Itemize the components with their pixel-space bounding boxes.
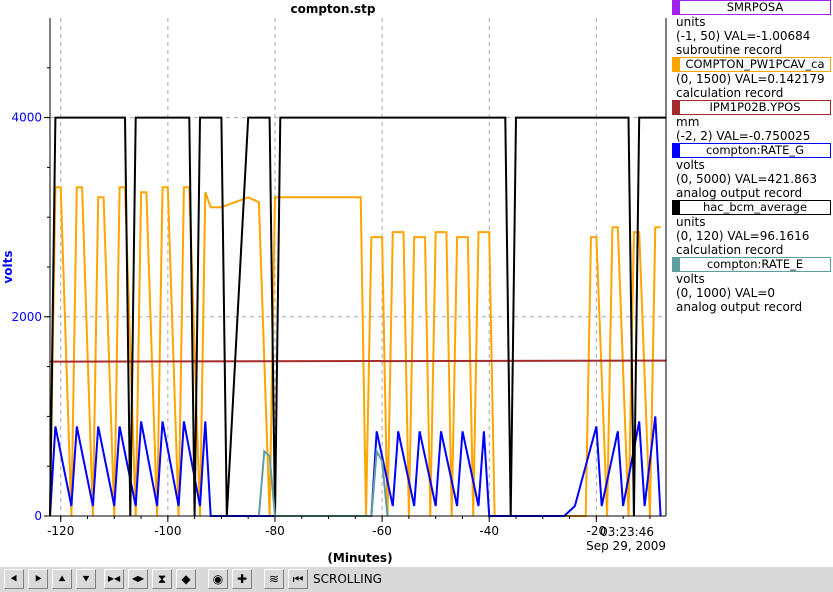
legend-entry: COMPTON_PW1PCAV_ca (0, 1500) VAL=0.142179… xyxy=(672,57,833,100)
legend-units: mm xyxy=(676,115,700,129)
page-title: compton.stp xyxy=(290,2,376,16)
legend-range-val: (-2, 2) VAL=-0.750025 xyxy=(676,129,811,143)
x-tick-label: -20 xyxy=(587,524,607,538)
legend-range-val: (0, 120) VAL=96.1616 xyxy=(676,229,810,243)
scroll-up-icon: ⯅ xyxy=(57,572,67,586)
y-tick-label: 0 xyxy=(34,509,42,523)
add-icon: ✚ xyxy=(236,572,248,586)
legend-signal-name[interactable]: compton:RATE_G xyxy=(672,143,831,158)
legend-signal-name[interactable]: SMRPOSA xyxy=(672,0,831,15)
zoom-out-horizontal-button[interactable]: ◀▶ xyxy=(128,569,148,589)
legend-signal-name[interactable]: IPM1P02B.YPOS xyxy=(672,100,831,115)
scroll-right-icon: ⯈ xyxy=(33,572,43,586)
legend-range-val: (0, 1000) VAL=0 xyxy=(676,286,776,300)
x-tick-label: -120 xyxy=(47,524,74,538)
legend-record: analog output record xyxy=(676,186,803,200)
x-tick-label: -80 xyxy=(265,524,285,538)
series-line-compton-rate-e xyxy=(257,447,389,517)
plot-icon: ≋ xyxy=(268,572,280,586)
date-label: Sep 29, 2009 xyxy=(586,539,666,553)
zoom-in-horizontal-icon: ▶◀ xyxy=(107,574,121,583)
scroll-down-button[interactable]: ⯆ xyxy=(76,569,96,589)
stop-scroll-icon: ⏮ xyxy=(292,572,304,586)
legend-record: calculation record xyxy=(676,86,784,100)
scroll-status: SCROLLING xyxy=(313,572,382,586)
legend-record: subroutine record xyxy=(676,43,783,57)
autoscale-button[interactable]: ◉ xyxy=(208,569,228,589)
legend-units: units xyxy=(676,215,706,229)
legend-entry: SMRPOSA units (-1, 50) VAL=-1.00684 subrout… xyxy=(672,0,833,57)
legend-entry: hac_bcm_average units (0, 120) VAL=96.1616… xyxy=(672,200,833,257)
series-line-hac-bcm-average xyxy=(49,116,666,517)
legend-range-val: (0, 5000) VAL=421.863 xyxy=(676,172,817,186)
scroll-down-icon: ⯆ xyxy=(81,572,91,586)
scroll-left-icon: ⯇ xyxy=(9,572,19,586)
zoom-out-horizontal-icon: ◀▶ xyxy=(131,574,145,583)
legend-signal-name[interactable]: COMPTON_PW1PCAV_ca xyxy=(672,57,831,72)
legend-range-val: (-1, 50) VAL=-1.00684 xyxy=(676,29,811,43)
legend: SMRPOSA units (-1, 50) VAL=-1.00684 subrout… xyxy=(672,0,833,314)
legend-units: units xyxy=(676,15,706,29)
legend-units: volts xyxy=(676,272,705,286)
legend-record: calculation record xyxy=(676,243,784,257)
legend-signal-name[interactable]: hac_bcm_average xyxy=(672,200,831,215)
legend-units: volts xyxy=(676,158,705,172)
x-tick-label: -60 xyxy=(372,524,392,538)
y-axis-label: volts xyxy=(1,250,15,283)
legend-signal-name[interactable]: compton:RATE_E xyxy=(672,257,831,272)
scroll-left-button[interactable]: ⯇ xyxy=(4,569,24,589)
x-axis-label: (Minutes) xyxy=(327,551,392,565)
y-tick-label: 4000 xyxy=(11,111,42,125)
series-line-compton-pw1pcav-ca xyxy=(49,186,661,517)
scroll-up-button[interactable]: ⯅ xyxy=(52,569,72,589)
legend-range-val: (0, 1500) VAL=0.142179 xyxy=(676,72,825,86)
zoom-in-vertical-icon: ⧗ xyxy=(157,572,167,586)
strip-chart[interactable]: 0 2000 4000 -120 -100 -80 -60 -40 -20 volts (Minut… xyxy=(0,0,833,566)
timestamp-label: 03:23:46 xyxy=(600,525,654,539)
zoom-in-horizontal-button[interactable]: ▶◀ xyxy=(104,569,124,589)
x-tick-label: -100 xyxy=(154,524,181,538)
legend-entry: compton:RATE_G volts (0, 5000) VAL=421.863… xyxy=(672,143,833,200)
plot-button[interactable]: ≋ xyxy=(264,569,284,589)
legend-entry: IPM1P02B.YPOS mm (-2, 2) VAL=-0.750025 xyxy=(672,100,833,143)
scroll-right-button[interactable]: ⯈ xyxy=(28,569,48,589)
series-line-ipm1p02b-ypos xyxy=(49,359,667,363)
toolbar: ⯇ ⯈ ⯅ ⯆ ▶◀ ◀▶ ⧗ ◆ ◉ ✚ ≋ ⏮ SCROLLING xyxy=(0,566,833,592)
add-button[interactable]: ✚ xyxy=(232,569,252,589)
chart-axes: 0 2000 4000 -120 -100 -80 -60 -40 -20 volts (Minut… xyxy=(1,18,667,565)
zoom-out-vertical-button[interactable]: ◆ xyxy=(176,569,196,589)
autoscale-icon: ◉ xyxy=(212,572,224,586)
zoom-out-vertical-icon: ◆ xyxy=(181,572,191,586)
series-line-compton-rate-g xyxy=(49,416,662,517)
y-tick-label: 2000 xyxy=(11,310,42,324)
legend-entry: compton:RATE_E volts (0, 1000) VAL=0 analog… xyxy=(672,257,833,314)
stop-scroll-button[interactable]: ⏮ xyxy=(288,569,308,589)
chart-grid xyxy=(50,18,666,516)
zoom-in-vertical-button[interactable]: ⧗ xyxy=(152,569,172,589)
x-tick-label: -40 xyxy=(479,524,499,538)
legend-record: analog output record xyxy=(676,300,803,314)
